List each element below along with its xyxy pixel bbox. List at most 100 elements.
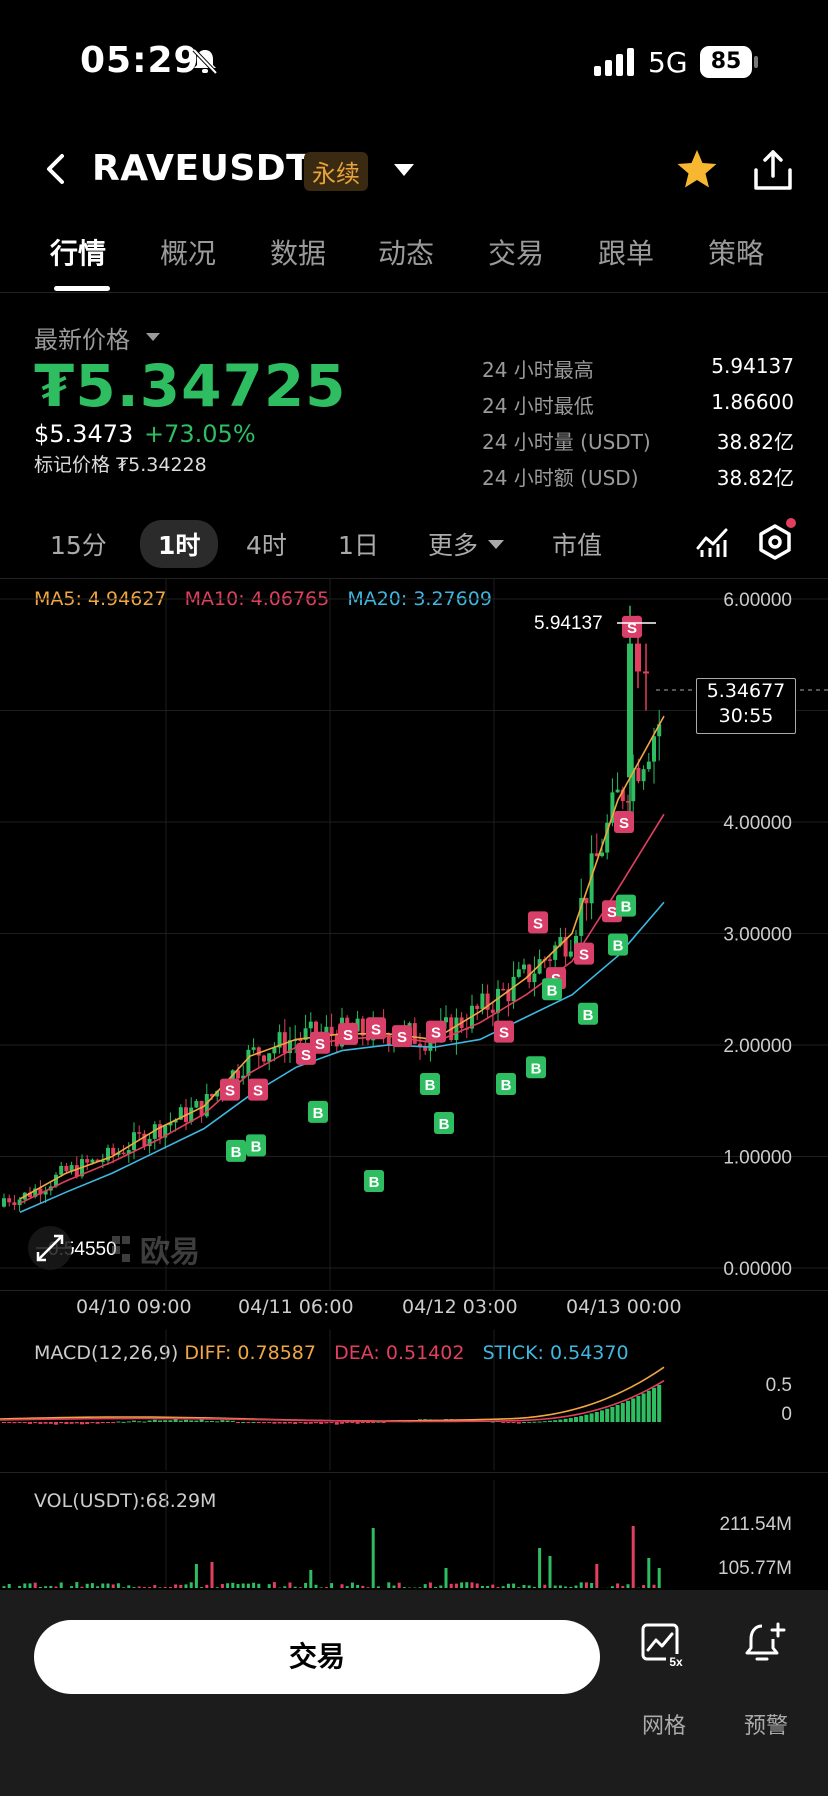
price-type-label[interactable]: 最新价格 — [34, 326, 130, 354]
tab-copy-trading[interactable]: 跟单 — [598, 237, 655, 270]
status-time: 05:29 — [80, 40, 200, 81]
candle-body — [584, 897, 589, 904]
price-chart[interactable]: SSBBSSBSSSBBBSSBSBSBSBSBSSB 6.000004.000… — [0, 578, 828, 1290]
macd-bar — [64, 1422, 69, 1424]
indicator-icon[interactable] — [696, 526, 728, 558]
macd-bar — [605, 1408, 610, 1422]
candle-body — [475, 1005, 480, 1009]
candle-body — [646, 761, 651, 770]
share-icon[interactable] — [752, 148, 794, 192]
interval-4h[interactable]: 4时 — [246, 531, 287, 560]
volume-bar — [501, 1586, 505, 1588]
volume-bar — [584, 1582, 588, 1588]
symbol-dropdown-icon[interactable] — [394, 164, 414, 176]
sell-marker — [426, 1020, 446, 1043]
fullscreen-expand-icon[interactable] — [28, 1226, 72, 1270]
macd-bar — [272, 1422, 277, 1424]
trade-button[interactable]: 交易 — [34, 1620, 600, 1694]
volume-bar — [33, 1582, 37, 1588]
price-type-dropdown-icon[interactable] — [146, 333, 160, 341]
tab-data[interactable]: 数据 — [270, 237, 327, 270]
candle-body — [496, 988, 500, 1013]
candle-body — [116, 1152, 121, 1155]
macd-stick: STICK: 0.54370 — [482, 1342, 629, 1364]
macd-bar — [184, 1419, 188, 1422]
macd-chart: 0.5 0 — [0, 1330, 792, 1470]
macd-bar — [532, 1421, 537, 1423]
grid-trading-icon[interactable]: 5x — [640, 1622, 686, 1668]
candle-body — [33, 1188, 38, 1197]
candle-body — [28, 1192, 32, 1197]
macd-bar — [17, 1422, 22, 1423]
tab-overview[interactable]: 概况 — [160, 237, 217, 270]
tab-news[interactable]: 动态 — [378, 237, 435, 270]
candle-body — [329, 1026, 334, 1036]
marker-letter: S — [579, 947, 589, 964]
candle-body — [308, 1021, 313, 1029]
volume-bar — [522, 1584, 526, 1588]
candle-body — [553, 945, 558, 960]
volume-bar — [324, 1587, 328, 1588]
price-alert-icon[interactable] — [742, 1620, 788, 1666]
macd-bar — [220, 1420, 225, 1422]
favorite-star-icon[interactable] — [676, 148, 718, 190]
marker-letter: S — [607, 904, 617, 921]
divider — [0, 292, 828, 293]
candle-body — [100, 1160, 105, 1163]
macd-legend: MACD(12,26,9) DIFF: 0.78587 DEA: 0.51402… — [34, 1342, 629, 1364]
price-alert-label[interactable]: 预警 — [744, 1714, 789, 1739]
macd-bar — [33, 1422, 38, 1424]
volume-bar — [538, 1548, 542, 1588]
more-dropdown-icon[interactable] — [488, 540, 504, 549]
volume-bar — [616, 1583, 620, 1588]
volume-bar — [610, 1586, 614, 1588]
candle-body — [17, 1199, 22, 1206]
macd-bar — [111, 1422, 116, 1424]
macd-bar — [12, 1422, 17, 1424]
candle-body — [444, 1017, 448, 1023]
tab-trade[interactable]: 交易 — [488, 237, 545, 270]
symbol-title[interactable]: RAVEUSDT — [92, 148, 312, 189]
volume-bar — [7, 1584, 11, 1588]
macd-bar — [537, 1421, 542, 1423]
grid-trading-label[interactable]: 网格 — [642, 1714, 687, 1739]
macd-diff: DIFF: 0.78587 — [184, 1342, 316, 1364]
interval-more[interactable]: 更多 — [428, 531, 479, 560]
volume-bar — [402, 1587, 406, 1588]
candle-body — [303, 1028, 308, 1040]
volume-bar — [366, 1587, 370, 1588]
volume-bar — [345, 1586, 349, 1588]
tab-market[interactable]: 行情 — [50, 237, 107, 270]
candle-body — [506, 989, 511, 1002]
candle-body — [641, 769, 646, 782]
sell-marker — [528, 911, 548, 934]
market-cap-toggle[interactable]: 市值 — [552, 531, 603, 560]
stat-high-label: 24 小时最高 — [482, 358, 594, 382]
interval-1h[interactable]: 1时 — [140, 520, 219, 568]
macd-bar — [652, 1387, 656, 1422]
tab-strategy[interactable]: 策略 — [708, 237, 765, 270]
marker-letter: B — [313, 1105, 324, 1122]
volume-bar — [319, 1587, 323, 1588]
back-arrow-icon[interactable] — [42, 152, 68, 186]
candle-body — [85, 1159, 90, 1163]
macd-bar — [230, 1420, 235, 1422]
macd-bar — [600, 1410, 604, 1422]
volume-bar — [111, 1584, 115, 1588]
candle-body — [298, 1039, 303, 1041]
buy-marker — [616, 894, 636, 917]
marker-letter: S — [499, 1025, 509, 1042]
macd-bar — [43, 1422, 48, 1424]
interval-15m[interactable]: 15分 — [50, 531, 107, 560]
interval-1d[interactable]: 1日 — [338, 531, 379, 560]
macd-bar — [95, 1422, 100, 1424]
chart-settings-icon[interactable] — [758, 524, 792, 560]
volume-bar — [226, 1583, 230, 1588]
volume-bar — [75, 1582, 79, 1588]
marker-letter: B — [621, 899, 632, 916]
volume-bar — [532, 1586, 536, 1588]
volume-bar — [116, 1583, 120, 1588]
volume-bar — [470, 1582, 474, 1588]
volume-bar — [231, 1582, 235, 1588]
candle-body — [407, 1023, 412, 1028]
